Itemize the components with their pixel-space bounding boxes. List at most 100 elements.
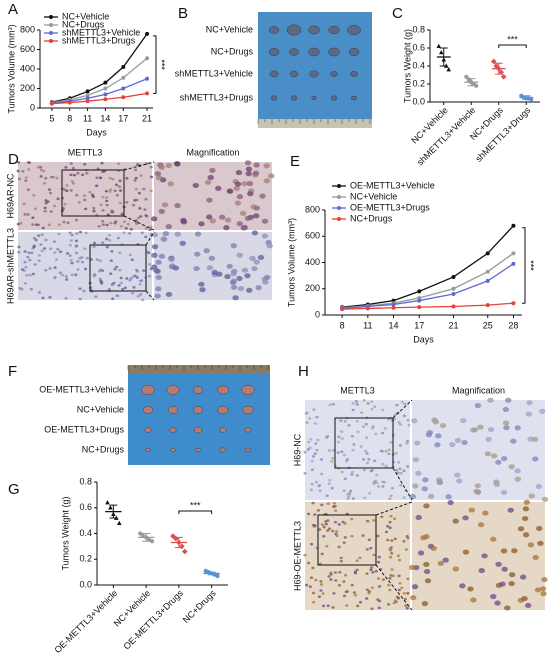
cell-nucleus — [141, 298, 145, 302]
y-tick-label: 0.8 — [79, 476, 92, 486]
cell-nucleus — [388, 497, 392, 501]
cell-nucleus — [474, 403, 482, 409]
cell-nucleus — [139, 293, 143, 296]
cell-nucleus — [144, 235, 148, 239]
cell-nucleus — [477, 522, 485, 528]
data-point — [529, 97, 534, 102]
data-point — [498, 69, 505, 76]
cell-nucleus — [355, 419, 359, 423]
cell-nucleus — [370, 426, 375, 430]
cell-nucleus — [405, 439, 410, 443]
cell-nucleus — [230, 284, 238, 290]
tumor — [144, 427, 152, 433]
cell-nucleus — [532, 554, 539, 561]
cell-nucleus — [36, 223, 41, 227]
cell-nucleus — [215, 185, 222, 191]
data-point — [145, 56, 150, 61]
y-tick-label: 0.6 — [412, 42, 425, 52]
cell-nucleus — [370, 586, 374, 589]
cell-nucleus — [88, 190, 92, 194]
cell-nucleus — [321, 604, 326, 608]
panel-letter: E — [290, 153, 300, 170]
cell-nucleus — [47, 223, 51, 227]
cell-nucleus — [320, 523, 325, 526]
cell-nucleus — [117, 284, 121, 287]
cell-nucleus — [131, 291, 135, 295]
cell-nucleus — [309, 576, 314, 579]
y-tick-label: 0.0 — [412, 96, 425, 106]
cell-nucleus — [80, 173, 85, 177]
cell-nucleus — [326, 434, 330, 438]
cell-nucleus — [351, 497, 355, 500]
cell-nucleus — [48, 191, 53, 195]
cell-nucleus — [541, 576, 548, 583]
cell-nucleus — [24, 179, 28, 182]
cell-nucleus — [389, 440, 393, 444]
cell-nucleus — [365, 548, 369, 551]
ihc-image — [305, 502, 410, 610]
cell-nucleus — [531, 436, 539, 442]
cell-nucleus — [342, 594, 347, 598]
data-point — [495, 65, 502, 72]
cell-nucleus — [193, 265, 200, 272]
cell-nucleus — [317, 595, 322, 598]
cell-nucleus — [21, 169, 25, 173]
y-tick-label: 0.8 — [412, 24, 425, 34]
cell-nucleus — [339, 430, 344, 433]
cell-nucleus — [534, 587, 542, 593]
cell-nucleus — [252, 170, 260, 176]
cell-nucleus — [350, 470, 355, 474]
x-tick-label: 25 — [483, 320, 493, 330]
series-line — [51, 33, 148, 103]
photo-row-label: NC+Drugs — [82, 444, 125, 454]
data-point — [451, 286, 456, 291]
cell-nucleus — [519, 574, 527, 580]
cell-nucleus — [37, 291, 42, 294]
tumor — [308, 47, 320, 57]
cell-nucleus — [151, 264, 158, 270]
cell-nucleus — [390, 552, 394, 555]
data-point — [144, 535, 149, 540]
cell-nucleus — [93, 273, 97, 277]
cell-nucleus — [402, 414, 407, 418]
cell-nucleus — [71, 166, 76, 170]
cell-nucleus — [398, 558, 402, 562]
cell-nucleus — [303, 471, 307, 475]
cell-nucleus — [521, 515, 529, 522]
cell-nucleus — [65, 252, 70, 255]
data-point — [149, 539, 155, 544]
cell-nucleus — [369, 568, 373, 572]
data-point — [500, 73, 507, 80]
cell-nucleus — [110, 250, 114, 253]
cell-nucleus — [154, 171, 162, 177]
cell-nucleus — [118, 179, 122, 183]
cell-nucleus — [386, 524, 390, 528]
cell-nucleus — [439, 423, 447, 429]
cell-nucleus — [149, 189, 153, 193]
cell-nucleus — [363, 449, 368, 453]
cell-nucleus — [503, 425, 510, 431]
cell-nucleus — [39, 166, 43, 169]
cell-nucleus — [403, 597, 407, 601]
cell-nucleus — [314, 442, 318, 445]
cell-nucleus — [375, 473, 379, 477]
cell-nucleus — [389, 574, 393, 577]
cell-nucleus — [381, 408, 385, 412]
tumor — [219, 427, 227, 433]
data-point — [485, 251, 490, 256]
data-point — [145, 31, 150, 36]
cell-nucleus — [147, 251, 151, 255]
cell-nucleus — [16, 169, 20, 173]
cell-nucleus — [17, 177, 22, 181]
significance-label: *** — [190, 500, 201, 510]
cell-nucleus — [105, 203, 109, 207]
cell-nucleus — [140, 231, 144, 235]
cell-nucleus — [471, 427, 479, 433]
cell-nucleus — [88, 286, 93, 289]
cell-nucleus — [160, 236, 167, 242]
data-point — [145, 76, 150, 81]
cell-nucleus — [328, 403, 332, 407]
cell-nucleus — [404, 548, 408, 551]
cell-nucleus — [414, 440, 421, 446]
cell-nucleus — [366, 402, 370, 405]
